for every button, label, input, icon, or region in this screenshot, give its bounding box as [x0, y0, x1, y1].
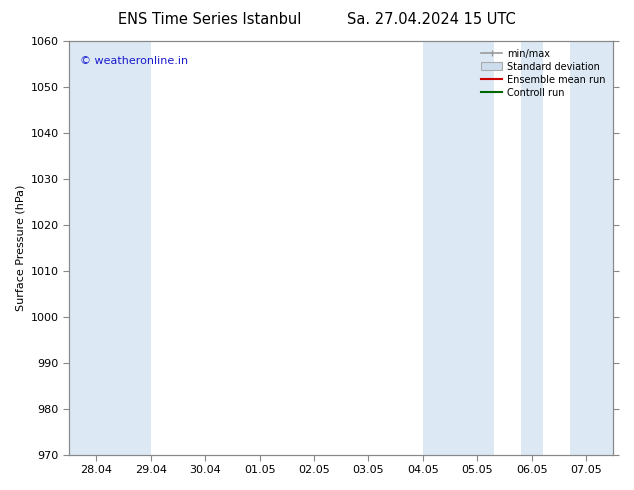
Legend: min/max, Standard deviation, Ensemble mean run, Controll run: min/max, Standard deviation, Ensemble me…	[478, 46, 609, 100]
Bar	[69, 41, 151, 455]
Bar	[570, 41, 614, 455]
Text: Sa. 27.04.2024 15 UTC: Sa. 27.04.2024 15 UTC	[347, 12, 515, 27]
Bar	[423, 41, 494, 455]
Text: © weatheronline.in: © weatheronline.in	[80, 55, 188, 66]
Text: ENS Time Series Istanbul: ENS Time Series Istanbul	[117, 12, 301, 27]
Bar	[521, 41, 543, 455]
Y-axis label: Surface Pressure (hPa): Surface Pressure (hPa)	[15, 185, 25, 311]
